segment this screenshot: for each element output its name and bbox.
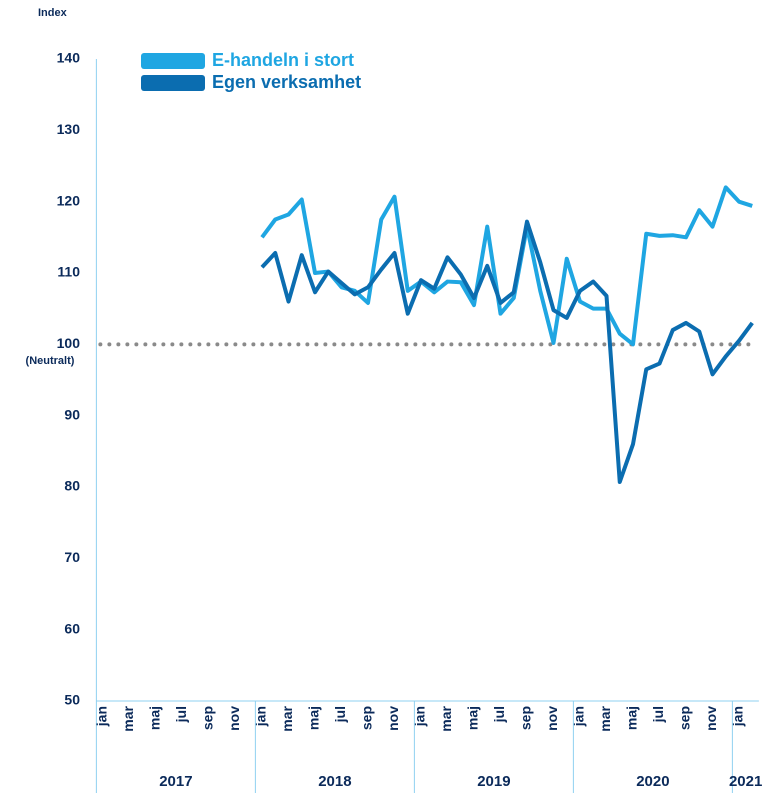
x-tick-label: mar: [120, 705, 136, 731]
year-label: 2018: [318, 773, 351, 790]
x-tick-label: sep: [359, 706, 375, 730]
series-line: [260, 219, 754, 485]
y-tick-label: 130: [57, 121, 81, 137]
y-tick-label: 80: [64, 478, 80, 494]
y-tick-label: 60: [64, 620, 80, 636]
x-tick-label: jul: [650, 706, 666, 723]
x-tick-label: sep: [200, 706, 216, 730]
x-tick-label: nov: [703, 706, 719, 731]
legend-label: Egen verksamhet: [212, 72, 361, 92]
x-tick-label: nov: [544, 706, 560, 731]
x-tick-label: maj: [306, 706, 322, 730]
x-tick-label: mar: [438, 705, 454, 731]
reference-label: (Neutralt): [26, 355, 75, 367]
y-tick-label: 120: [57, 192, 81, 208]
x-tick-label: jul: [491, 706, 507, 723]
x-tick-label: jan: [253, 706, 269, 727]
x-tick-label: nov: [226, 706, 242, 731]
x-tick-label: sep: [677, 706, 693, 730]
year-label: 2017: [159, 773, 192, 790]
y-tick-label: 50: [64, 692, 80, 708]
x-tick-label: jan: [94, 706, 110, 727]
x-tick-label: maj: [465, 706, 481, 730]
legend-swatch: [141, 75, 205, 91]
y-tick-label: 90: [64, 406, 80, 422]
x-tick-label: mar: [279, 705, 295, 731]
y-tick-label: 110: [57, 264, 80, 280]
y-tick-label: 100: [57, 335, 81, 351]
x-tick-label: mar: [597, 705, 613, 731]
x-tick-label: jan: [412, 706, 428, 727]
series-line: [260, 185, 753, 347]
x-tick-label: jul: [173, 706, 189, 723]
x-tick-label: maj: [624, 706, 640, 730]
y-tick-label: 140: [57, 50, 81, 66]
y-axis-label: Index: [38, 7, 68, 19]
y-tick-label: 70: [64, 549, 80, 565]
x-tick-label: jul: [332, 706, 348, 723]
legend-label: E-handeln i stort: [212, 50, 354, 70]
year-label: 2019: [477, 773, 510, 790]
year-label: 2021: [729, 773, 762, 790]
year-label: 2020: [636, 773, 669, 790]
legend-swatch: [141, 53, 205, 69]
x-tick-label: nov: [385, 706, 401, 731]
x-tick-label: jan: [571, 706, 587, 727]
x-tick-label: sep: [518, 706, 534, 730]
x-tick-label: jan: [730, 706, 746, 727]
x-tick-label: maj: [147, 706, 163, 730]
